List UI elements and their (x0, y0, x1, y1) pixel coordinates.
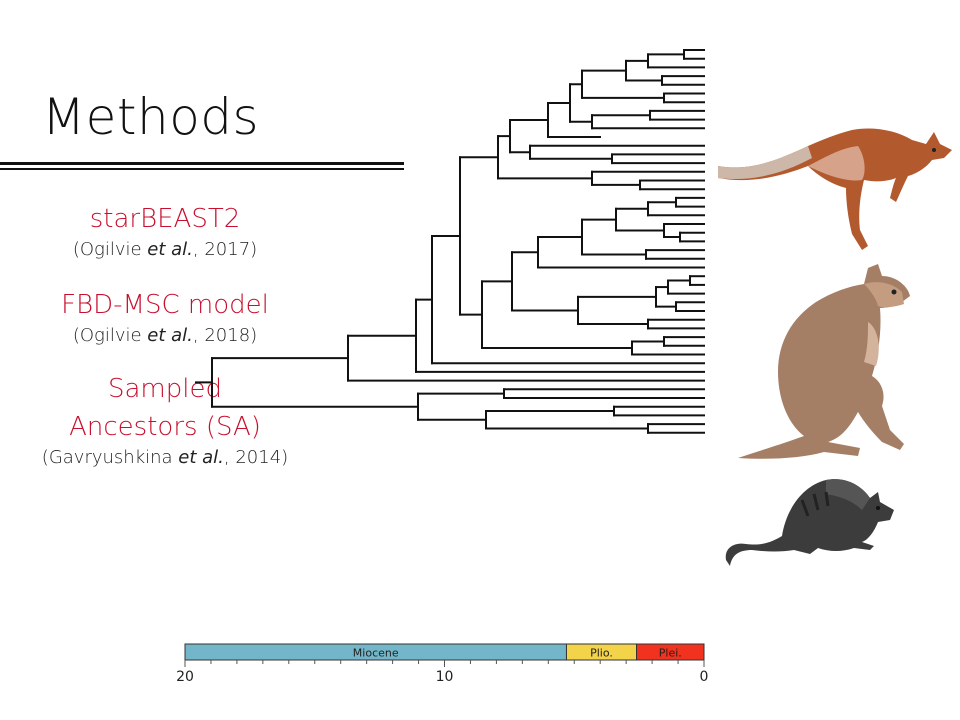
epoch-label: Plio. (590, 647, 613, 660)
timescale-tick-label: 0 (700, 669, 709, 685)
citation-year: , 2018) (192, 325, 258, 346)
epoch-label: Plei. (659, 647, 682, 660)
epoch-label: Miocene (353, 647, 399, 660)
geologic-timescale: Miocene Plio. Plei. 20 10 0 (176, 643, 709, 685)
timescale-tick-label: 10 (436, 669, 454, 685)
citation-etal: et al. (147, 239, 193, 260)
method-name-line-2: Ancestors (SA) (69, 412, 261, 442)
citation-author: (Ogilvie (72, 239, 148, 260)
method-fbd-msc: FBD-MSC model (Ogilvie et al., 2018) (0, 286, 330, 348)
citation-year: , 2017) (192, 239, 258, 260)
method-citation: (Ogilvie et al., 2018) (0, 324, 330, 348)
kangaroo-icon (718, 128, 952, 250)
title-underline-thick (0, 162, 404, 165)
citation-author: (Ogilvie (72, 325, 148, 346)
citation-author: (Gavryushkina (41, 447, 179, 468)
slide-title: Methods (42, 88, 260, 146)
rat-kangaroo-icon (725, 479, 894, 566)
method-name: FBD-MSC model (61, 290, 269, 320)
wallaroo-icon (738, 264, 910, 459)
citation-etal: et al. (178, 447, 224, 468)
method-sampled-ancestors: Sampled Ancestors (SA) (Gavryushkina et … (0, 370, 330, 470)
citation-etal: et al. (147, 325, 193, 346)
method-citation: (Ogilvie et al., 2017) (0, 238, 330, 262)
citation-year: , 2014) (223, 447, 289, 468)
title-underline-thin (0, 168, 404, 170)
epoch-bar (636, 643, 705, 661)
method-starbeast2: starBEAST2 (Ogilvie et al., 2017) (0, 200, 330, 262)
tree-branches (195, 49, 705, 434)
method-citation: (Gavryushkina et al., 2014) (0, 446, 330, 470)
method-name: starBEAST2 (89, 204, 241, 234)
timescale-tick-label: 20 (176, 669, 194, 685)
method-name-line-1: Sampled (108, 374, 222, 404)
